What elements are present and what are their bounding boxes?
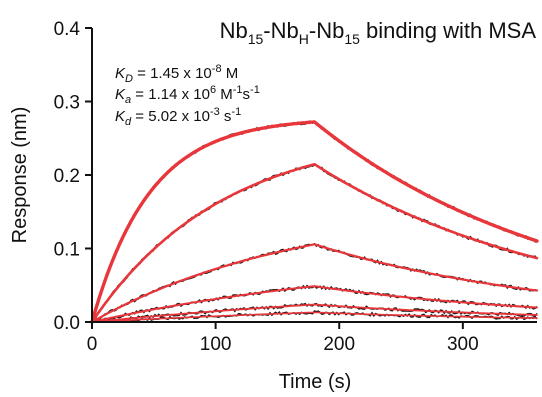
fit-curve-5: [91, 303, 538, 323]
fit-curve-2: [90, 163, 539, 324]
x-tick-label: 200: [323, 334, 355, 355]
y-tick-label: 0.0: [54, 313, 80, 334]
y-axis-title: Response (nm): [9, 107, 31, 244]
x-axis-title: Time (s): [279, 371, 352, 393]
y-tick-label: 0.1: [54, 240, 80, 261]
chart-title: Nb15-NbH-Nb15 binding with MSA: [220, 18, 537, 47]
param-kd-dissociation: Kd = 5.02 x 10-3 s-1: [115, 106, 241, 128]
param-kd-equilibrium: KD = 1.45 x 10-8 M: [115, 63, 238, 85]
y-tick-label: 0.3: [54, 93, 80, 114]
x-tick-label: 100: [200, 334, 232, 355]
fit-curve-3: [90, 243, 539, 324]
axes: 0 100 200 300 0.0 0.1 0.2 0.3 0.4: [54, 19, 537, 355]
fit-curve-4: [91, 285, 538, 323]
param-ka: Ka = 1.14 x 106 M-1s-1: [115, 84, 260, 106]
raw-data-layer: [91, 120, 538, 324]
raw-trace-1: [91, 120, 538, 323]
fit-curve-layer: [90, 120, 539, 324]
fit-curve-6: [91, 311, 538, 323]
y-tick-label: 0.4: [54, 19, 81, 40]
fit-curve-1: [90, 120, 539, 324]
x-tick-label: 0: [87, 334, 98, 355]
y-tick-label: 0.2: [54, 166, 80, 187]
x-tick-label: 300: [447, 334, 479, 355]
